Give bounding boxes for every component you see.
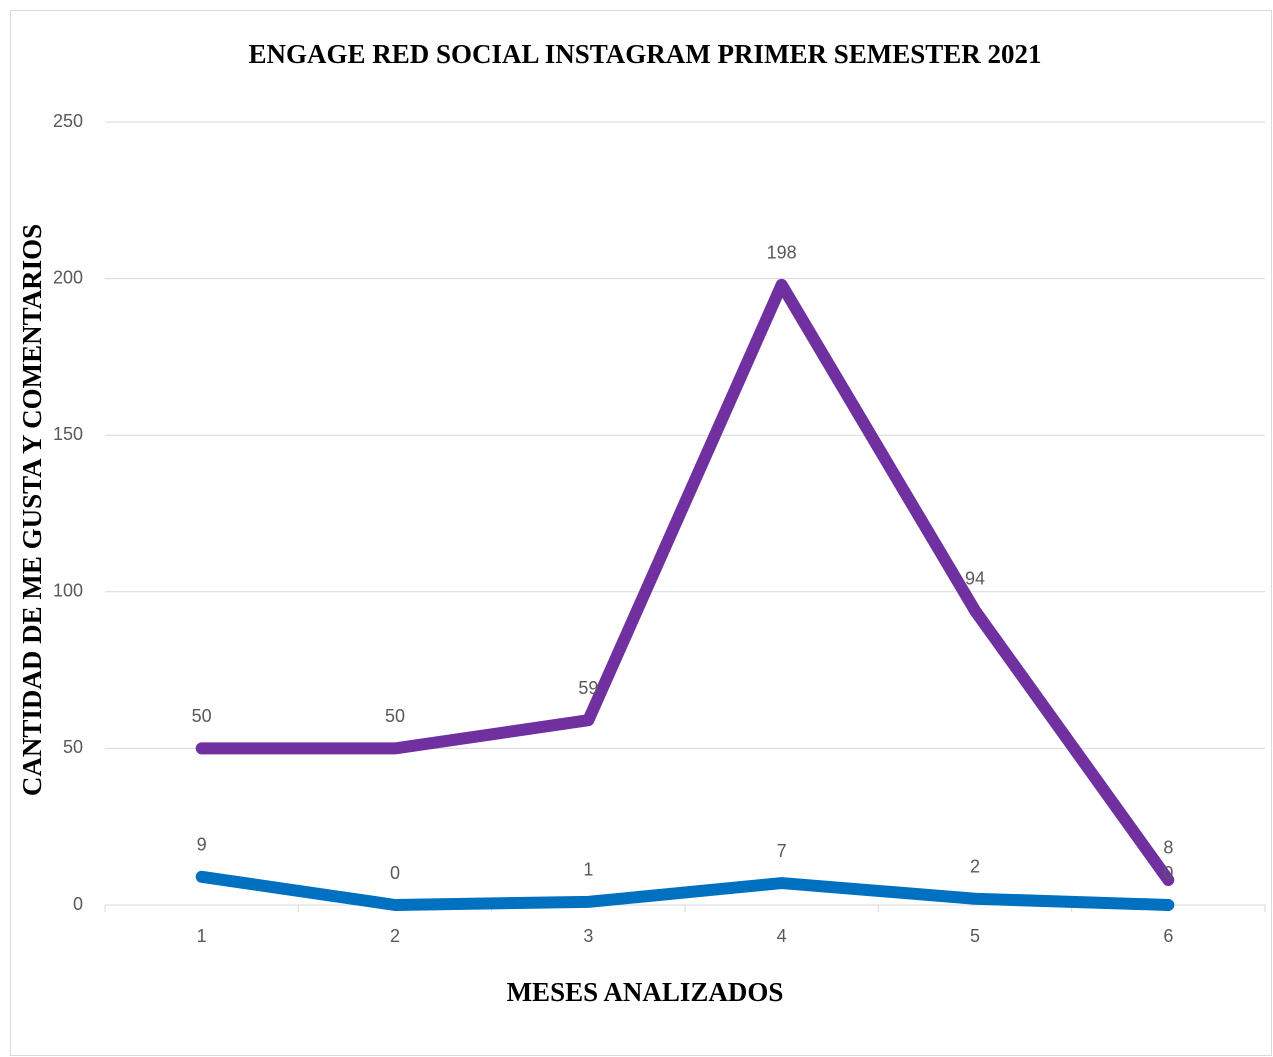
y-tick-label: 0 — [73, 894, 83, 914]
data-label: 94 — [965, 568, 985, 588]
x-tick-label: 2 — [390, 926, 400, 946]
chart-title: ENGAGE RED SOCIAL INSTAGRAM PRIMER SEMES… — [248, 39, 1041, 69]
y-axis-label: CANTIDAD DE ME GUSTA Y COMENTARIOS — [17, 224, 47, 796]
x-tick-label: 1 — [197, 926, 207, 946]
data-label: 0 — [1163, 863, 1173, 883]
series-line — [195, 278, 1175, 886]
data-label: 50 — [385, 706, 405, 726]
data-label: 0 — [390, 863, 400, 883]
y-tick-label: 250 — [53, 111, 83, 131]
x-tick-label: 5 — [970, 926, 980, 946]
x-tick-label: 6 — [1163, 926, 1173, 946]
data-label: 2 — [970, 856, 980, 876]
y-tick-label: 50 — [63, 737, 83, 757]
data-label: 8 — [1163, 838, 1173, 858]
data-label: 50 — [192, 706, 212, 726]
data-label: 7 — [777, 841, 787, 861]
data-label: 9 — [197, 835, 207, 855]
data-label: 198 — [767, 243, 797, 263]
data-label: 59 — [578, 678, 598, 698]
y-tick-label: 100 — [53, 581, 83, 601]
y-tick-label: 200 — [53, 267, 83, 287]
data-label: 1 — [583, 860, 593, 880]
series-line — [195, 870, 1175, 911]
x-tick-label: 4 — [777, 926, 787, 946]
x-tick-label: 3 — [583, 926, 593, 946]
y-tick-label: 150 — [53, 424, 83, 444]
x-axis-label: MESES ANALIZADOS — [507, 977, 784, 1007]
